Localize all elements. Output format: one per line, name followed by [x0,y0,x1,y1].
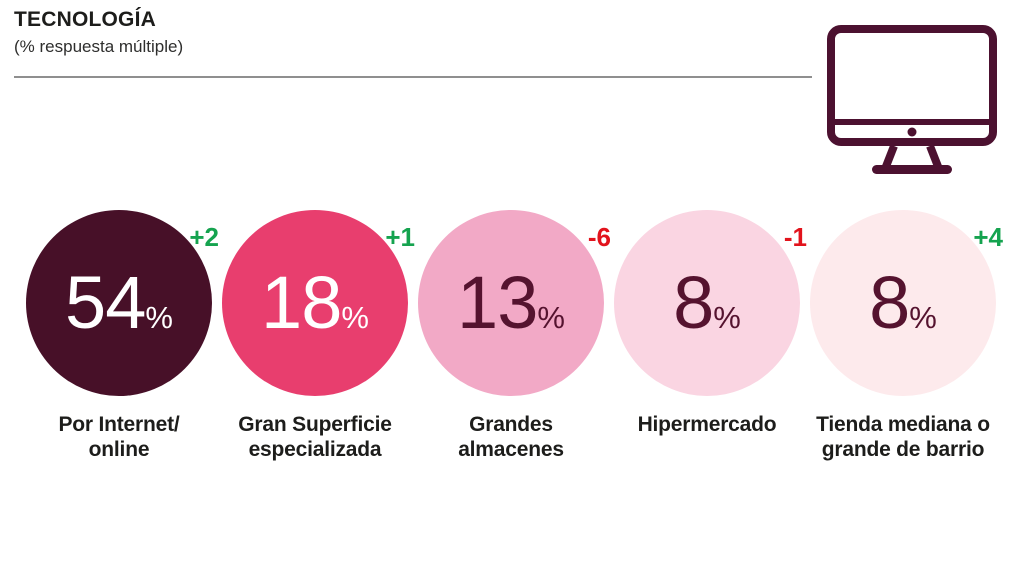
chart-item: +4 8% Tienda mediana o grande de barrio [805,210,1003,462]
chart-item: +1 18% Gran Superficie especializada [217,210,415,462]
item-label: Grandes almacenes [403,412,619,462]
value-group: 8% [673,266,741,340]
value-group: 13% [457,266,565,340]
value-number: 8 [869,261,910,344]
item-label: Tienda mediana o grande de barrio [795,412,1011,462]
value-circle: 8% [614,210,800,396]
divider [14,76,812,78]
item-label-line: Tienda mediana o [816,413,990,436]
value-number: 54 [65,261,146,344]
page-subtitle: (% respuesta múltiple) [14,37,184,56]
item-label: Gran Superficie especializada [207,412,423,462]
value-circle: 13% [418,210,604,396]
change-badge: +4 [973,222,1003,252]
value-circle: 8% [810,210,996,396]
item-label-line: Por Internet/ [58,413,180,436]
value-group: 18% [261,266,369,340]
percent-sign: % [537,300,565,335]
chart-item: -6 13% Grandes almacenes [413,210,611,462]
item-label-line: Hipermercado [637,413,777,436]
value-number: 8 [673,261,714,344]
value-number: 13 [457,261,538,344]
item-label-line: grande de barrio [821,438,985,461]
item-label-line: Grandes [469,413,553,436]
value-group: 8% [869,266,937,340]
percent-sign: % [713,300,741,335]
value-circle: 54% [26,210,212,396]
item-label: Por Internet/ online [11,412,227,462]
percent-sign: % [909,300,937,335]
value-group: 54% [65,266,173,340]
percent-sign: % [145,300,173,335]
item-label: Hipermercado [599,412,815,437]
desktop-monitor-icon [827,25,997,174]
page-title: TECNOLOGÍA [14,8,156,31]
change-badge: -1 [783,222,807,252]
value-number: 18 [261,261,342,344]
header: TECNOLOGÍA (% respuesta múltiple) [14,8,183,57]
item-label-line: especializada [248,438,382,461]
chart-item: +2 54% Por Internet/ online [21,210,219,462]
item-label-line: Gran Superficie [238,413,392,436]
percent-sign: % [341,300,369,335]
item-label-line: almacenes [458,438,564,461]
change-badge: -6 [587,222,611,252]
item-label-line: online [88,438,150,461]
chart-item: -1 8% Hipermercado [609,210,807,437]
change-badge: +2 [189,222,219,252]
change-badge: +1 [385,222,415,252]
value-circle: 18% [222,210,408,396]
